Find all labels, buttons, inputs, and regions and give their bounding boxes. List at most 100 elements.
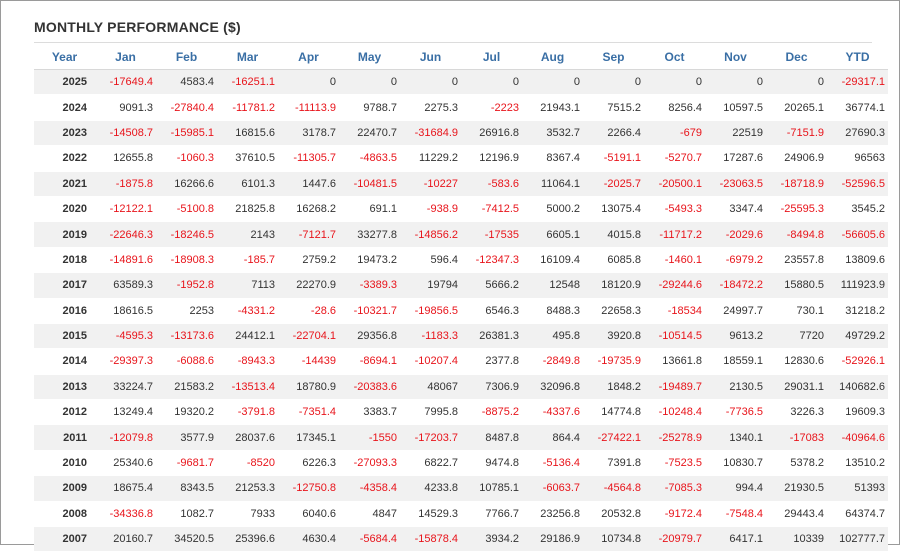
table-row: 2013 33224.7 21583.2 -13513.4 18780.9 -20383.… [34,374,888,401]
value-cell-dec: 29443.4 [766,501,827,528]
value-cell-jun: -31684.9 [400,120,461,147]
value-cell-feb: 21583.2 [156,374,217,401]
table-row: 2019 -22646.3 -18246.5 2143 -7121.7 33277.8 -1… [34,221,888,248]
value-cell-oct: -18534 [644,298,705,324]
value-cell-may: -8694.1 [339,348,400,375]
year-cell: 2010 [34,450,95,477]
value-cell-jul: 8487.8 [461,424,522,451]
value-cell-mar: -3791.8 [217,399,278,426]
value-cell-jun: 596.4 [400,247,461,274]
value-cell-jun: 0 [400,69,461,96]
value-cell-may: 33277.8 [339,221,400,248]
value-cell-mar: -185.7 [217,247,278,274]
value-cell-jan: -12079.8 [95,424,156,451]
value-cell-ytd: -52926.1 [827,348,888,375]
value-cell-jul: -2223 [461,94,522,121]
value-cell-jun: -15878.4 [400,526,461,552]
value-cell-ytd: -40964.6 [827,424,888,451]
value-cell-jul: -8875.2 [461,399,522,426]
value-cell-nov: -7548.4 [705,501,766,528]
value-cell-ytd: 102777.7 [827,526,888,552]
value-cell-dec: 15880.5 [766,272,827,299]
value-cell-feb: -13173.6 [156,323,217,350]
value-cell-jun: 11229.2 [400,145,461,172]
value-cell-feb: 34520.5 [156,526,217,552]
value-cell-mar: -16251.1 [217,69,278,96]
value-cell-feb: -5100.8 [156,196,217,223]
value-cell-nov: 2130.5 [705,374,766,401]
value-cell-aug: 21943.1 [522,94,583,121]
value-cell-feb: 4583.4 [156,69,217,96]
value-cell-may: -3389.3 [339,272,400,299]
value-cell-sep: -5191.1 [583,145,644,172]
value-cell-nov: 18559.1 [705,348,766,375]
column-header-year: Year [34,45,95,70]
value-cell-dec: 20265.1 [766,94,827,121]
column-header-ytd: YTD [827,45,888,70]
year-cell: 2024 [34,94,95,121]
value-cell-jul: -12347.3 [461,247,522,274]
value-cell-aug: 8367.4 [522,145,583,172]
value-cell-jun: 4233.8 [400,475,461,502]
table-row: 2017 63589.3 -1952.8 7113 22270.9 -3389.3 1979… [34,272,888,299]
value-cell-jan: -14508.7 [95,120,156,147]
value-cell-oct: 0 [644,69,705,96]
value-cell-dec: 29031.1 [766,374,827,401]
column-header-nov: Nov [705,45,766,70]
value-cell-jan: 33224.7 [95,374,156,401]
value-cell-aug: -2849.8 [522,348,583,375]
value-cell-ytd: 49729.2 [827,323,888,350]
value-cell-jan: -17649.4 [95,69,156,96]
value-cell-mar: 25396.6 [217,526,278,552]
value-cell-aug: 6605.1 [522,221,583,248]
value-cell-aug: 3532.7 [522,120,583,147]
value-cell-dec: 3226.3 [766,399,827,426]
value-cell-jun: 7995.8 [400,399,461,426]
value-cell-dec: 730.1 [766,298,827,324]
value-cell-oct: -5493.3 [644,196,705,223]
value-cell-oct: -19489.7 [644,374,705,401]
value-cell-jan: 9091.3 [95,94,156,121]
value-cell-may: -4358.4 [339,475,400,502]
value-cell-apr: 6226.3 [278,450,339,477]
value-cell-oct: -25278.9 [644,424,705,451]
value-cell-apr: -11113.9 [278,94,339,121]
value-cell-jan: 20160.7 [95,526,156,552]
table-row: 2021 -1875.8 16266.6 6101.3 1447.6 -10481.5 -1… [34,171,888,197]
value-cell-apr: 17345.1 [278,424,339,451]
value-cell-dec: -18718.9 [766,171,827,197]
column-header-jul: Jul [461,45,522,70]
value-cell-jan: -12122.1 [95,196,156,223]
value-cell-feb: -18246.5 [156,221,217,248]
value-cell-nov: 1340.1 [705,424,766,451]
table-row: 2015 -4595.3 -13173.6 24412.1 -22704.1 29356.… [34,323,888,350]
value-cell-feb: -1060.3 [156,145,217,172]
value-cell-apr: -14439 [278,348,339,375]
value-cell-jul: 0 [461,69,522,96]
value-cell-mar: 37610.5 [217,145,278,172]
value-cell-mar: 2143 [217,221,278,248]
value-cell-jan: -29397.3 [95,348,156,375]
value-cell-oct: 13661.8 [644,348,705,375]
year-cell: 2007 [34,526,95,552]
value-cell-mar: 6101.3 [217,171,278,197]
value-cell-apr: 18780.9 [278,374,339,401]
value-cell-jun: 48067 [400,374,461,401]
value-cell-ytd: 64374.7 [827,501,888,528]
value-cell-jan: 13249.4 [95,399,156,426]
value-cell-sep: 7515.2 [583,94,644,121]
value-cell-oct: -20979.7 [644,526,705,552]
value-cell-mar: 28037.6 [217,424,278,451]
year-cell: 2014 [34,348,95,375]
value-cell-sep: 4015.8 [583,221,644,248]
table-row: 2009 18675.4 8343.5 21253.3 -12750.8 -4358.4 4… [34,475,888,502]
value-cell-jul: -17535 [461,221,522,248]
value-cell-jan: 25340.6 [95,450,156,477]
column-header-sep: Sep [583,45,644,70]
year-cell: 2016 [34,298,95,324]
value-cell-dec: 12830.6 [766,348,827,375]
value-cell-aug: 11064.1 [522,171,583,197]
value-cell-may: 3383.7 [339,399,400,426]
value-cell-may: 9788.7 [339,94,400,121]
value-cell-jun: -14856.2 [400,221,461,248]
